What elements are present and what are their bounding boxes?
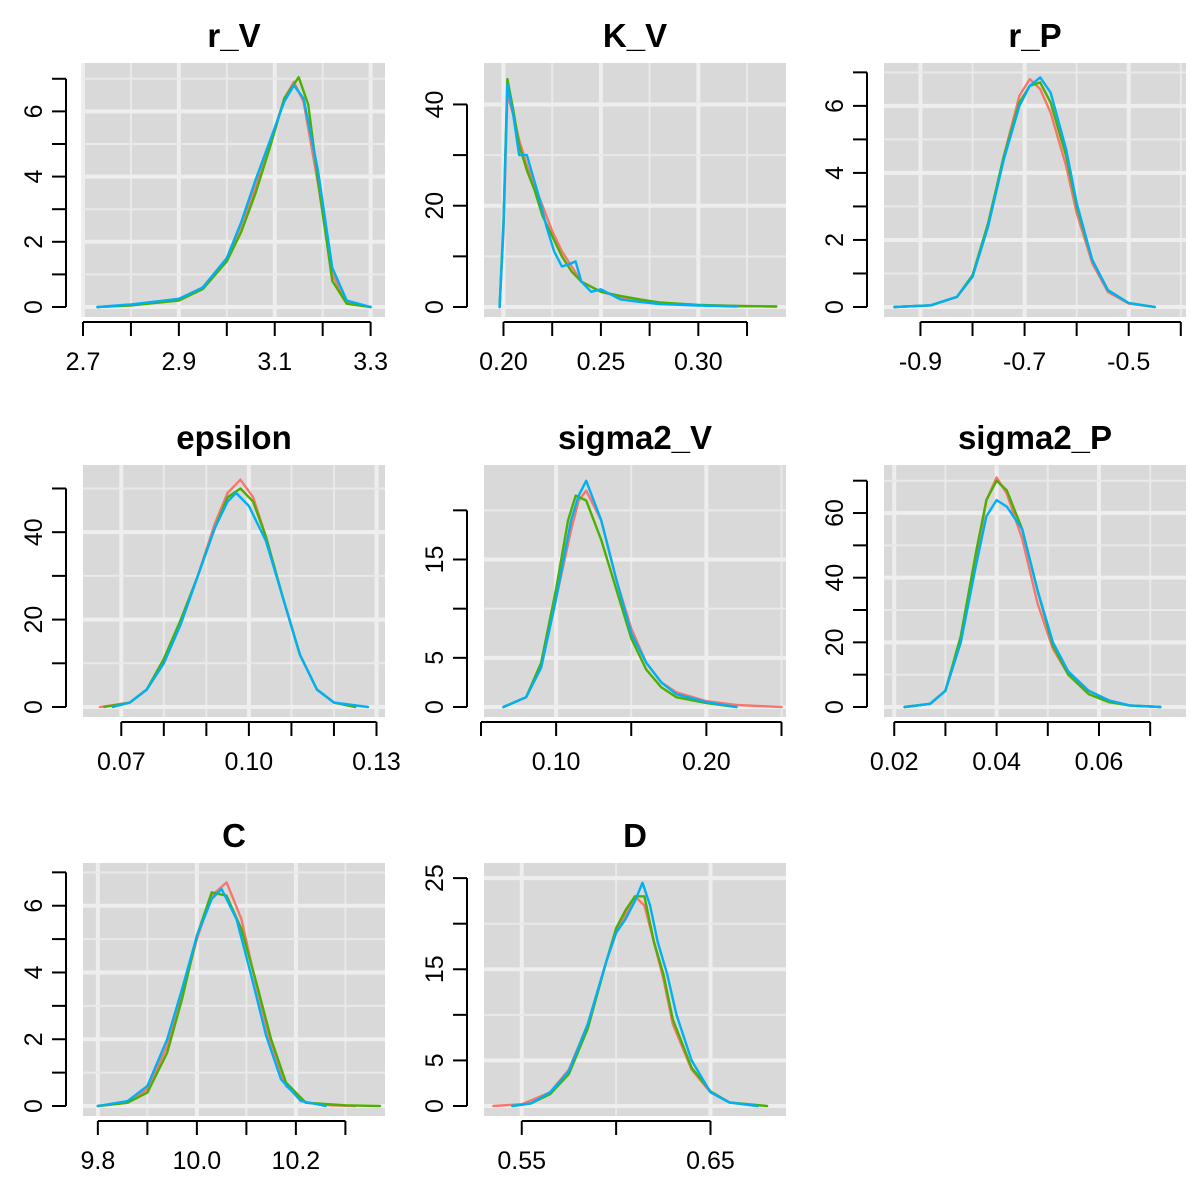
y-tick-label: 5	[421, 1053, 449, 1067]
y-tick-label: 0	[20, 300, 48, 314]
density-panel-4: sigma2_V 0.10 0.20 0 5 15	[421, 419, 786, 776]
x-tick-label: 0.20	[479, 348, 528, 376]
y-tick-label: 4	[20, 965, 48, 979]
panel-title: sigma2_P	[958, 419, 1112, 456]
y-tick-label: 4	[821, 166, 849, 180]
x-tick-label: -0.9	[899, 348, 942, 376]
y-tick-label: 40	[821, 564, 849, 592]
y-tick-label: 15	[421, 546, 449, 574]
y-tick-label: 0	[421, 300, 449, 314]
y-tick-label: 2	[20, 1032, 48, 1046]
x-tick-label: -0.5	[1107, 348, 1150, 376]
y-tick-label: 0	[421, 700, 449, 714]
x-tick-label: 0.55	[497, 1147, 546, 1175]
x-tick-label: 3.3	[353, 348, 388, 376]
y-tick-label: 0	[20, 700, 48, 714]
y-tick-label: 20	[421, 192, 449, 220]
y-tick-label: 15	[421, 955, 449, 983]
x-tick-label: 10.0	[173, 1147, 222, 1175]
density-panel-7: D 0.55 0.65 0 5 15 25	[421, 817, 786, 1175]
x-tick-label: 0.30	[674, 348, 723, 376]
x-tick-label: 2.7	[66, 348, 101, 376]
density-panel-6: C 9.8 10.0 10.2 0 2 4 6	[20, 817, 385, 1175]
y-tick-label: 5	[421, 651, 449, 665]
panel-background	[484, 863, 786, 1116]
y-tick-label: 6	[20, 104, 48, 118]
panel-title: r_P	[1008, 17, 1061, 54]
density-line-chain-3	[502, 479, 738, 709]
y-tick-label: 60	[821, 499, 849, 527]
density-line-chain-2	[511, 895, 769, 1108]
y-tick-label: 20	[20, 606, 48, 634]
density-line-chain-3	[903, 498, 1162, 709]
y-tick-label: 0	[821, 700, 849, 714]
density-line-chain-3	[511, 881, 759, 1108]
x-tick-label: 3.1	[257, 348, 292, 376]
x-tick-label: 0.04	[972, 748, 1021, 776]
y-tick-label: 0	[421, 1099, 449, 1113]
x-tick-label: 2.9	[161, 348, 196, 376]
x-tick-label: 9.8	[80, 1147, 115, 1175]
y-tick-label: 0	[20, 1099, 48, 1113]
y-tick-label: 2	[821, 233, 849, 247]
x-tick-label: 0.02	[870, 748, 919, 776]
x-tick-label: 0.25	[577, 348, 626, 376]
panel-title: sigma2_V	[558, 419, 712, 456]
x-tick-label: 0.20	[682, 748, 731, 776]
panel-title: r_V	[207, 17, 260, 54]
x-tick-label: 0.10	[532, 748, 581, 776]
x-tick-label: 10.2	[272, 1147, 321, 1175]
density-panel-0: r_V 2.7 2.9 3.1 3.3 0 2 4 6	[20, 17, 388, 376]
y-tick-label: 40	[421, 91, 449, 119]
density-line-chain-3	[96, 887, 327, 1108]
density-line-chain-3	[498, 83, 739, 309]
y-tick-label: 6	[821, 99, 849, 113]
panel-title: epsilon	[176, 419, 292, 456]
y-tick-label: 2	[20, 235, 48, 249]
panel-background	[484, 63, 786, 317]
density-panel-2: r_P -0.9 -0.7 -0.5 0 2 4 6	[821, 17, 1186, 376]
density-line-chain-2	[96, 891, 382, 1108]
panel-background	[83, 63, 385, 317]
y-tick-label: 20	[821, 628, 849, 656]
panel-background	[884, 63, 1186, 317]
x-tick-label: 0.10	[225, 748, 274, 776]
density-line-chain-2	[502, 494, 738, 709]
density-panel-3: epsilon 0.07 0.10 0.13 0 20 40	[20, 419, 401, 776]
x-tick-label: -0.7	[1003, 348, 1046, 376]
y-tick-label: 6	[20, 899, 48, 913]
density-line-chain-2	[96, 76, 372, 309]
density-line-chain-3	[111, 491, 370, 709]
y-tick-label: 25	[421, 864, 449, 892]
x-tick-label: 0.65	[686, 1147, 735, 1175]
y-tick-label: 0	[821, 300, 849, 314]
y-tick-label: 40	[20, 518, 48, 546]
panel-background	[484, 465, 786, 717]
density-panel-1: K_V 0.20 0.25 0.30 0 20 40	[421, 17, 786, 376]
x-tick-label: 0.06	[1075, 748, 1124, 776]
density-line-chain-3	[893, 76, 1156, 309]
panel-background	[83, 465, 385, 717]
density-line-chain-3	[96, 84, 372, 309]
x-tick-label: 0.13	[352, 748, 401, 776]
panel-title: C	[222, 817, 246, 854]
panel-title: K_V	[603, 17, 667, 54]
density-panel-5: sigma2_P 0.02 0.04 0.06 0 20 40 60	[821, 419, 1186, 776]
x-tick-label: 0.07	[97, 748, 146, 776]
panel-title: D	[623, 817, 647, 854]
y-tick-label: 4	[20, 170, 48, 184]
